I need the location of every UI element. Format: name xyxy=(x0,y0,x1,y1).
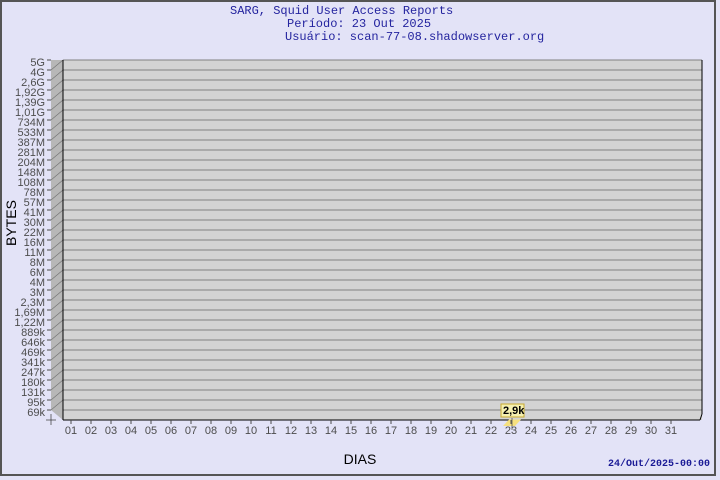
svg-text:20: 20 xyxy=(445,425,457,437)
svg-text:26: 26 xyxy=(565,425,577,437)
svg-text:24: 24 xyxy=(525,425,537,437)
svg-text:09: 09 xyxy=(225,425,237,437)
svg-text:2,9k: 2,9k xyxy=(503,405,525,417)
svg-text:21: 21 xyxy=(465,425,477,437)
svg-text:11: 11 xyxy=(265,425,276,437)
svg-text:14: 14 xyxy=(325,425,337,437)
svg-text:16: 16 xyxy=(365,425,377,437)
svg-text:30: 30 xyxy=(645,425,657,437)
svg-text:69k: 69k xyxy=(27,407,45,419)
svg-text:23: 23 xyxy=(505,425,517,437)
svg-text:27: 27 xyxy=(585,425,597,437)
svg-text:04: 04 xyxy=(125,425,137,437)
svg-text:07: 07 xyxy=(185,425,197,437)
svg-text:02: 02 xyxy=(85,425,97,437)
svg-text:31: 31 xyxy=(665,425,677,437)
svg-text:22: 22 xyxy=(485,425,497,437)
svg-text:06: 06 xyxy=(165,425,177,437)
svg-text:12: 12 xyxy=(285,425,297,437)
svg-text:18: 18 xyxy=(405,425,417,437)
svg-text:05: 05 xyxy=(145,425,157,437)
svg-text:29: 29 xyxy=(625,425,637,437)
svg-text:13: 13 xyxy=(305,425,317,437)
svg-text:19: 19 xyxy=(425,425,437,437)
svg-text:15: 15 xyxy=(345,425,357,437)
svg-text:01: 01 xyxy=(65,425,77,437)
svg-text:08: 08 xyxy=(205,425,217,437)
svg-text:03: 03 xyxy=(105,425,117,437)
svg-text:17: 17 xyxy=(385,425,397,437)
svg-text:25: 25 xyxy=(545,425,557,437)
svg-text:28: 28 xyxy=(605,425,617,437)
svg-text:10: 10 xyxy=(245,425,257,437)
